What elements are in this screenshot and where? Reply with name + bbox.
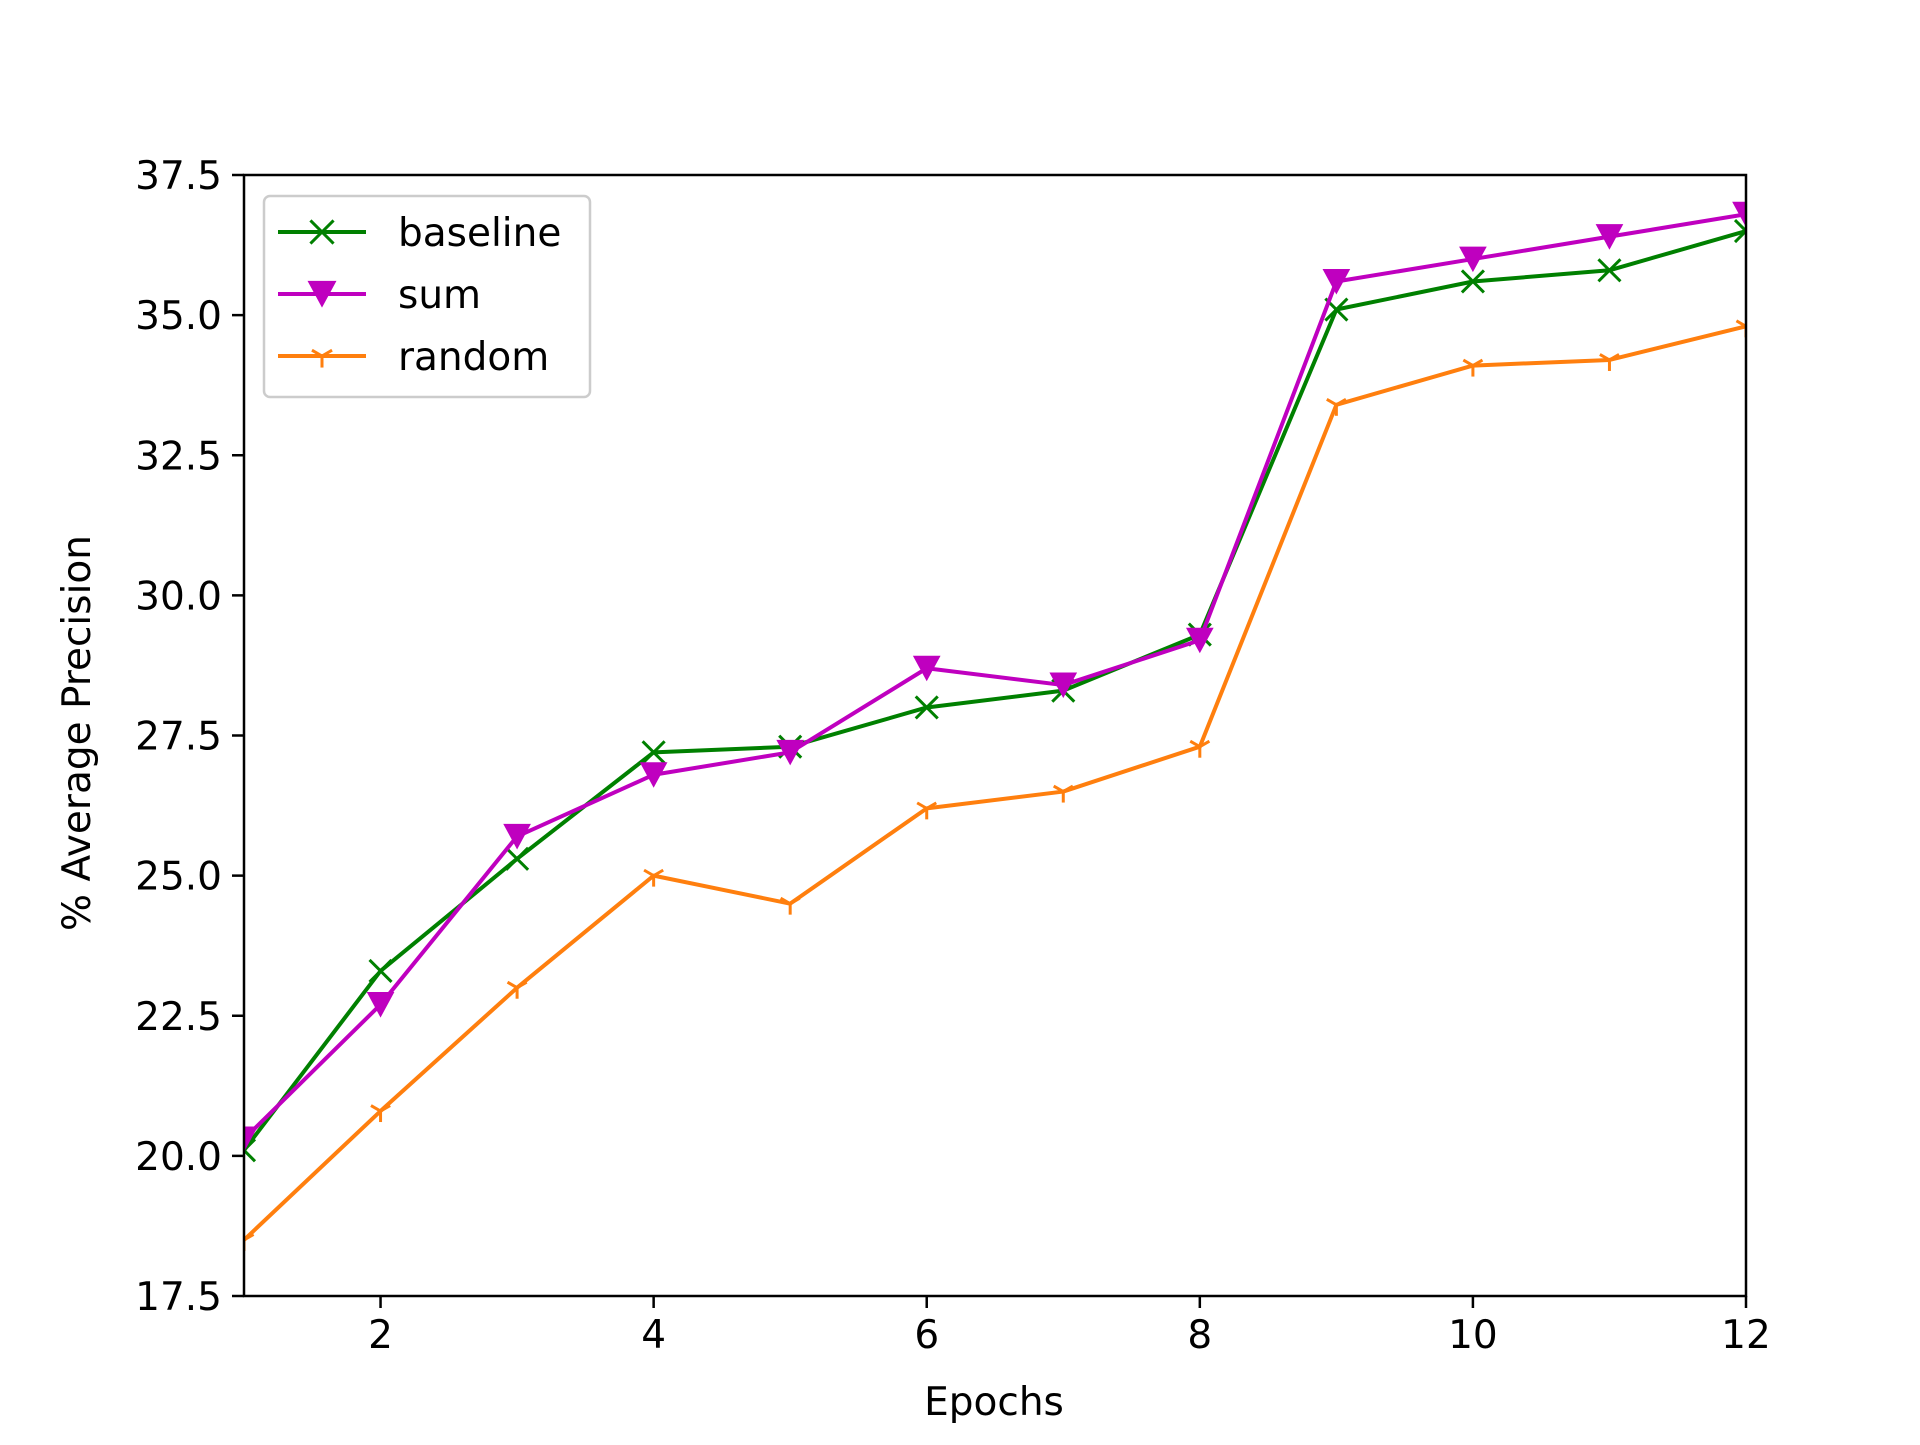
data-point-random <box>1599 353 1620 371</box>
legend-item-random: random <box>278 335 549 380</box>
data-point-baseline <box>1733 218 1746 244</box>
legend-label: random <box>398 335 549 380</box>
data-point-baseline <box>914 695 939 720</box>
legend-item-sum: sum <box>278 273 481 318</box>
data-point-random <box>370 1104 391 1123</box>
data-point-random <box>916 801 938 820</box>
y-tick-label: 35.0 <box>135 294 222 339</box>
x-tick-label: 2 <box>368 1313 393 1358</box>
y-axis-ticks: 17.5 20.0 22.5 25.0 27.5 30.0 32.5 35.0 37.5 <box>135 154 244 1320</box>
data-point-random <box>1462 358 1484 377</box>
x-tick-label: 6 <box>914 1313 939 1358</box>
legend-item-baseline: baseline <box>278 211 561 256</box>
data-point-random <box>1735 319 1746 338</box>
data-point-baseline <box>641 740 666 765</box>
legend-box <box>262 194 592 399</box>
data-point-sum <box>639 762 668 788</box>
y-tick-label: 22.5 <box>135 995 222 1040</box>
data-point-sum <box>1322 268 1351 295</box>
data-point-sum <box>1732 201 1746 228</box>
data-point-sum <box>503 823 531 850</box>
data-point-baseline <box>505 846 530 871</box>
series-random <box>244 319 1746 1251</box>
data-point-random <box>779 896 801 915</box>
data-point-sum <box>244 1126 258 1153</box>
data-point-sum <box>1185 627 1214 654</box>
data-point-random <box>506 980 528 999</box>
data-point-sum <box>1459 246 1487 273</box>
y-tick-label: 32.5 <box>135 434 222 479</box>
data-point-baseline <box>244 1138 257 1163</box>
x-tick-label: 12 <box>1721 1313 1771 1358</box>
y-tick-label: 25.0 <box>135 855 222 900</box>
x-axis-ticks: 2 4 6 8 10 12 <box>368 1296 1771 1358</box>
data-point-baseline <box>1597 258 1622 283</box>
y-tick-label: 27.5 <box>135 715 222 760</box>
x-marker <box>309 219 335 245</box>
legend-label: baseline <box>398 211 561 256</box>
data-point-sum <box>366 992 395 1018</box>
data-point-sum <box>1595 224 1624 250</box>
series-layer <box>244 201 1746 1251</box>
x-tick-label: 4 <box>641 1313 666 1358</box>
data-point-sum <box>1049 672 1078 699</box>
y-tick-label: 20.0 <box>135 1135 222 1180</box>
legend-label: sum <box>398 273 481 318</box>
data-point-sum <box>912 655 941 682</box>
series-sum <box>244 201 1746 1153</box>
data-point-random <box>1189 739 1211 758</box>
y-tick-label: 30.0 <box>135 574 222 619</box>
data-point-baseline <box>368 958 393 983</box>
y-axis-label: % Average Precision <box>55 535 100 931</box>
tri-down-marker <box>311 348 333 368</box>
data-point-random <box>1052 784 1074 803</box>
series-line-random <box>244 324 1746 1242</box>
data-point-random <box>1326 398 1347 416</box>
x-tick-label: 8 <box>1187 1313 1212 1358</box>
x-axis-label: Epochs <box>924 1380 1064 1425</box>
series-line-baseline <box>244 229 1746 1152</box>
y-tick-label: 17.5 <box>135 1275 222 1320</box>
data-point-random <box>643 868 664 887</box>
data-point-baseline <box>1460 269 1485 294</box>
y-tick-label: 37.5 <box>135 154 222 199</box>
x-tick-label: 10 <box>1448 1313 1498 1358</box>
data-point-random <box>244 1233 255 1251</box>
data-point-sum <box>776 739 805 766</box>
legend: baseline sum random <box>262 194 592 399</box>
triangle-down-marker <box>307 280 337 308</box>
series-line-sum <box>244 212 1746 1141</box>
